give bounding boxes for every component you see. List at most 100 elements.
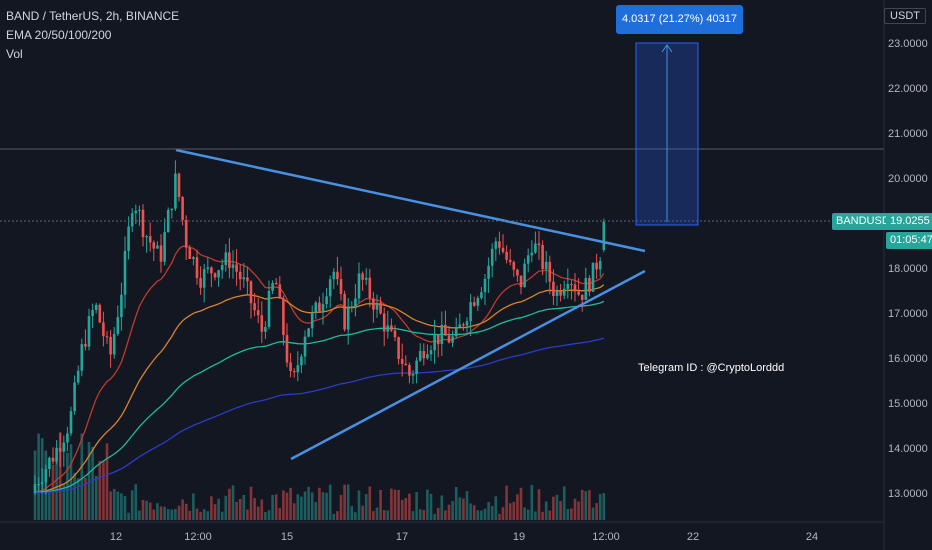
candle[interactable] (210, 266, 213, 288)
candle[interactable] (138, 205, 141, 226)
candle[interactable] (55, 440, 58, 465)
ema-100-line[interactable] (34, 300, 605, 494)
candle[interactable] (494, 237, 498, 262)
candle[interactable] (354, 283, 357, 317)
candle[interactable] (156, 241, 159, 249)
candle[interactable] (206, 257, 210, 274)
candle[interactable] (260, 301, 264, 344)
candle[interactable] (562, 280, 566, 300)
candle[interactable] (58, 432, 62, 467)
ema-20-line[interactable] (34, 245, 605, 493)
candle[interactable] (249, 280, 253, 319)
candle[interactable] (372, 292, 375, 323)
candle[interactable] (526, 248, 530, 273)
candle[interactable] (364, 268, 368, 286)
candle[interactable] (544, 250, 548, 283)
candle[interactable] (390, 318, 393, 332)
candle[interactable] (271, 280, 274, 295)
candle[interactable] (94, 302, 98, 314)
candle[interactable] (490, 243, 494, 278)
candle[interactable] (462, 322, 465, 331)
candle[interactable] (393, 325, 397, 342)
candle[interactable] (436, 334, 440, 358)
candle[interactable] (346, 298, 350, 345)
candle[interactable] (166, 207, 170, 233)
candle[interactable] (69, 406, 73, 437)
candle[interactable] (361, 271, 364, 291)
candle[interactable] (192, 255, 195, 266)
candle[interactable] (238, 263, 242, 291)
candle[interactable] (87, 308, 91, 351)
candle[interactable] (570, 280, 573, 300)
candle[interactable] (336, 256, 339, 286)
candle[interactable] (163, 218, 166, 266)
candle[interactable] (174, 160, 177, 211)
candle[interactable] (231, 250, 235, 279)
candle[interactable] (246, 267, 249, 295)
candle[interactable] (501, 234, 505, 254)
candle[interactable] (181, 196, 184, 226)
candle[interactable] (282, 295, 285, 346)
candle[interactable] (328, 275, 332, 308)
candle[interactable] (112, 326, 116, 359)
candle[interactable] (159, 234, 163, 273)
candle[interactable] (224, 244, 228, 272)
candle[interactable] (555, 285, 559, 306)
candle[interactable] (476, 295, 480, 311)
ascending-trendline[interactable] (290, 269, 646, 461)
candle[interactable] (458, 313, 462, 328)
candle[interactable] (552, 269, 555, 306)
candle[interactable] (148, 222, 152, 252)
candle[interactable] (116, 305, 120, 336)
candle[interactable] (213, 272, 217, 281)
candle[interactable] (408, 362, 411, 384)
candle[interactable] (588, 275, 591, 297)
candle[interactable] (602, 218, 606, 253)
candle[interactable] (447, 325, 451, 344)
candle[interactable] (465, 317, 469, 334)
candle[interactable] (91, 303, 94, 329)
candle[interactable] (386, 310, 390, 339)
candle[interactable] (534, 231, 537, 254)
candle[interactable] (548, 255, 552, 295)
candle[interactable] (541, 240, 544, 276)
candle[interactable] (141, 204, 145, 247)
candle[interactable] (278, 276, 282, 299)
ema-indicator-label[interactable]: EMA 20/50/100/200 (6, 28, 112, 42)
candle[interactable] (454, 317, 458, 339)
candle[interactable] (76, 365, 80, 385)
candle[interactable] (472, 296, 476, 307)
candle[interactable] (105, 331, 109, 344)
candle[interactable] (264, 321, 267, 340)
candle[interactable] (357, 262, 361, 303)
candle[interactable] (343, 290, 346, 332)
telegram-annotation[interactable]: Telegram ID : @CryptoLorddd (638, 362, 785, 374)
candle[interactable] (120, 282, 123, 331)
ema-200-line[interactable] (34, 337, 605, 494)
candle[interactable] (573, 273, 577, 302)
candle[interactable] (170, 208, 174, 219)
candle[interactable] (51, 447, 55, 465)
candle[interactable] (375, 294, 379, 318)
candle[interactable] (188, 244, 192, 259)
candle[interactable] (134, 204, 138, 225)
candle[interactable] (332, 268, 336, 290)
candle[interactable] (530, 240, 534, 263)
candle[interactable] (422, 343, 426, 366)
candle[interactable] (404, 355, 408, 366)
candle[interactable] (339, 266, 343, 301)
candle[interactable] (267, 280, 271, 330)
symbol-title[interactable]: BAND / TetherUS, 2h, BINANCE (6, 9, 180, 23)
candle[interactable] (519, 275, 523, 295)
candle[interactable] (300, 353, 303, 373)
candle[interactable] (80, 338, 84, 377)
candle[interactable] (559, 284, 562, 302)
candle[interactable] (307, 327, 310, 338)
candle[interactable] (400, 343, 404, 377)
descending-trendline[interactable] (175, 148, 646, 253)
volume-indicator-label[interactable]: Vol (6, 47, 23, 61)
candle[interactable] (98, 303, 102, 324)
candle[interactable] (444, 310, 447, 336)
time-axis-labels[interactable]: 12 12:00 15 17 19 12:00 22 24 (110, 531, 818, 543)
